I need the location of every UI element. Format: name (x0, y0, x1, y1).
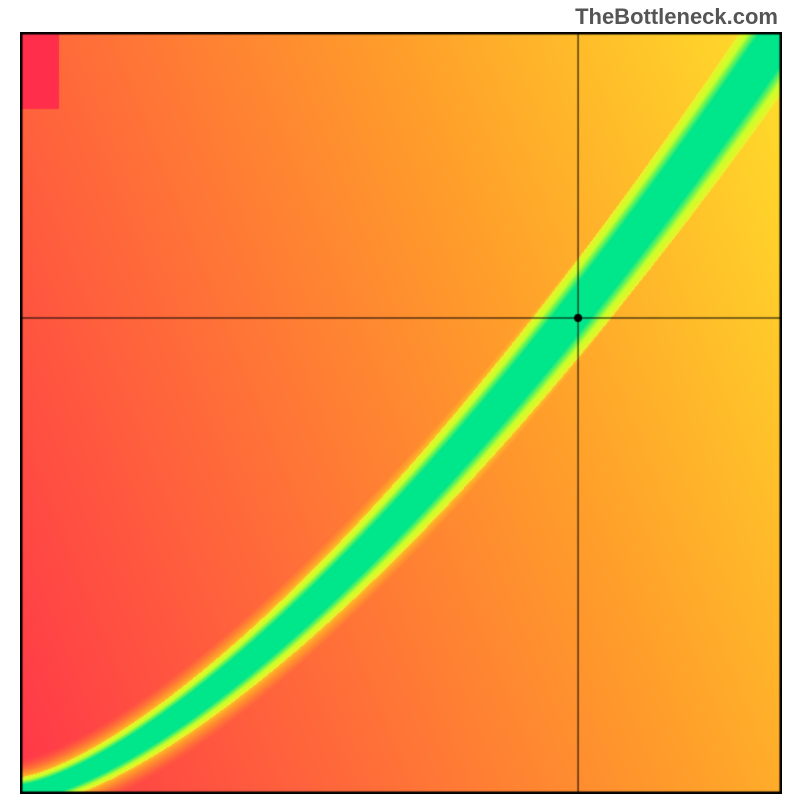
chart-container: TheBottleneck.com (0, 0, 800, 800)
heatmap-canvas (20, 32, 782, 794)
watermark-text: TheBottleneck.com (575, 4, 778, 30)
heatmap-plot (20, 32, 780, 792)
